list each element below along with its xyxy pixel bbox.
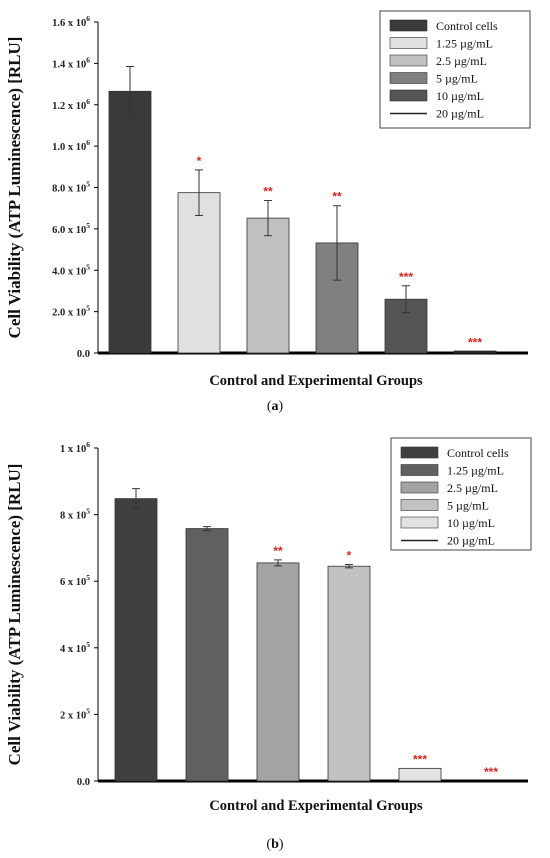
y-tick-label: 1.0 x 106 [52,138,90,153]
y-tick-label: 1 x 106 [60,440,90,455]
legend-label-3: 2.5 µg/mL [436,54,487,68]
y-tick-exponent: 6 [86,440,90,449]
legend-label-2: 1.25 µg/mL [447,464,504,478]
chart-panel-b: 0.0 2 x 105 4 x 105 6 x 105 8 x 105 1 x 106 Ce… [5,437,532,852]
legend: Control cells 1.25 µg/mL 2.5 µg/mL 5 µg/mL 1… [390,437,532,551]
significance-mark-5: *** [413,752,427,766]
panel-label: (a) [267,399,284,414]
legend-swatch-5 [400,516,439,529]
legend-swatch-1 [389,19,428,32]
error-bar-4 [345,564,353,569]
panel-letter: a [272,399,279,414]
legend-label-4: 5 µg/mL [447,499,489,513]
legend-label-2: 1.25 µg/mL [436,37,493,51]
legend: Control cells 1.25 µg/mL 2.5 µg/mL 5 µg/mL 1… [379,10,531,129]
y-tick-exponent: 5 [86,304,90,313]
error-bar-5 [402,285,410,314]
bar-4 [327,565,371,782]
y-tick-label: 6.0 x 105 [52,221,90,236]
y-tick-exponent: 6 [86,97,90,106]
error-bar-1 [132,488,140,510]
bar-6 [453,350,497,354]
error-bar-3 [264,200,272,237]
y-tick-label: 2.0 x 105 [52,304,90,319]
legend-swatch-4 [400,499,439,511]
legend-swatch-5 [389,89,428,102]
y-tick-exponent: 5 [86,507,90,516]
bar-1 [108,90,152,354]
y-tick-exponent: 6 [86,14,90,23]
chart-panel-a: 0.0 2.0 x 105 4.0 x 105 6.0 x 105 8.0 x 105 1… [5,10,531,414]
bar-5 [398,767,442,782]
y-tick-exponent: 5 [86,706,90,715]
y-tick-exponent: 6 [86,138,90,147]
y-tick-label: 6 x 105 [60,573,90,588]
legend-label-1: Control cells [436,19,498,33]
y-tick-label: 2 x 105 [60,706,90,721]
legend-label-5: 10 µg/mL [436,89,484,103]
significance-mark-3: ** [263,185,273,199]
legend-label-1: Control cells [447,446,509,460]
y-tick-exponent: 5 [86,640,90,649]
y-tick-exponent: 6 [86,55,90,64]
legend-label-6: 20 µg/mL [436,107,484,121]
y-tick-exponent: 5 [86,221,90,230]
y-tick-exponent: 5 [86,180,90,189]
legend-label-6: 20 µg/mL [447,534,495,548]
panel-label: (b) [266,837,283,852]
bar-3 [256,562,300,782]
y-tick-label: 1.6 x 106 [52,14,90,29]
legend-swatch-2 [389,37,428,49]
y-tick-label: 0.0 [77,349,90,360]
significance-mark-4: ** [332,190,342,204]
panel-letter: b [271,837,279,852]
significance-mark-3: ** [273,544,283,558]
y-tick-label: 4.0 x 105 [52,262,90,277]
bar-3 [246,217,290,354]
legend-swatch-3 [400,481,439,494]
y-tick-label: 4 x 105 [60,640,90,655]
y-tick-label: 8 x 105 [60,507,90,522]
error-bar-4 [333,205,341,281]
bar-2 [185,528,229,782]
legend-swatch-1 [400,446,439,459]
legend-swatch-3 [389,54,428,67]
error-bar-3 [274,559,282,567]
significance-mark-6: *** [484,765,498,779]
y-tick-label: 1.2 x 106 [52,97,90,112]
significance-mark-5: *** [399,270,413,284]
x-axis-label: Control and Experimental Groups [209,373,423,389]
y-axis-label: Cell Viability (ATP Luminescence) [RLU] [5,37,24,339]
error-bar-1 [126,65,134,117]
legend-label-5: 10 µg/mL [447,516,495,530]
y-tick-label: 8.0 x 105 [52,180,90,195]
significance-mark-4: * [347,549,352,563]
legend-swatch-2 [400,464,439,476]
legend-label-3: 2.5 µg/mL [447,481,498,495]
error-bar-2 [203,526,211,532]
legend-swatch-4 [389,72,428,84]
bar-2 [177,192,221,354]
significance-mark-6: *** [468,335,482,349]
y-tick-label: 0.0 [77,777,90,788]
y-tick-exponent: 5 [86,262,90,271]
y-tick-exponent: 5 [86,573,90,582]
x-axis-label: Control and Experimental Groups [209,798,423,814]
error-bar-2 [195,169,203,216]
y-axis-label: Cell Viability (ATP Luminescence) [RLU] [5,464,24,766]
y-tick-label: 1.4 x 106 [52,55,90,70]
bar-1 [114,498,158,782]
significance-mark-2: * [197,154,202,168]
legend-label-4: 5 µg/mL [436,72,478,86]
